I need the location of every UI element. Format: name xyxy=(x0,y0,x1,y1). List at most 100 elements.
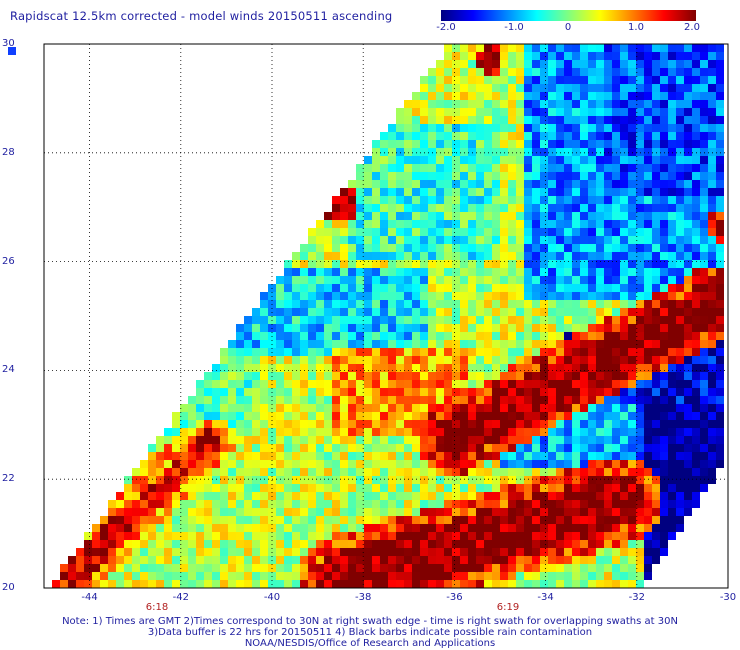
wind-diff-cell xyxy=(452,92,460,100)
wind-diff-cell xyxy=(420,428,428,436)
wind-diff-cell xyxy=(260,372,268,380)
wind-diff-cell xyxy=(124,580,132,588)
wind-diff-cell xyxy=(580,236,588,244)
wind-diff-cell xyxy=(524,124,532,132)
wind-diff-cell xyxy=(644,204,652,212)
wind-diff-cell xyxy=(316,452,324,460)
wind-diff-cell xyxy=(668,484,676,492)
wind-diff-cell xyxy=(476,404,484,412)
wind-diff-cell xyxy=(156,516,164,524)
wind-diff-cell xyxy=(644,220,652,228)
wind-diff-cell xyxy=(452,300,460,308)
wind-diff-cell xyxy=(660,44,668,52)
wind-diff-cell xyxy=(380,380,388,388)
wind-diff-cell xyxy=(468,340,476,348)
wind-diff-cell xyxy=(668,196,676,204)
wind-diff-cell xyxy=(300,476,308,484)
wind-diff-cell xyxy=(636,188,644,196)
wind-diff-cell xyxy=(620,108,628,116)
wind-diff-cell xyxy=(372,420,380,428)
wind-diff-cell xyxy=(524,444,532,452)
wind-diff-cell xyxy=(340,292,348,300)
wind-diff-cell xyxy=(180,580,188,588)
latitude-label: 28 xyxy=(2,146,15,158)
wind-diff-cell xyxy=(276,372,284,380)
wind-diff-cell xyxy=(364,556,372,564)
wind-diff-cell xyxy=(460,420,468,428)
wind-diff-cell xyxy=(332,444,340,452)
wind-diff-cell xyxy=(612,508,620,516)
wind-diff-cell xyxy=(380,348,388,356)
wind-diff-cell xyxy=(452,532,460,540)
wind-diff-cell xyxy=(612,284,620,292)
wind-diff-cell xyxy=(684,60,692,68)
wind-diff-cell xyxy=(100,540,108,548)
wind-diff-cell xyxy=(228,444,236,452)
wind-diff-cell xyxy=(132,516,140,524)
wind-diff-cell xyxy=(460,324,468,332)
wind-diff-cell xyxy=(676,524,684,532)
wind-diff-cell xyxy=(620,52,628,60)
wind-diff-cell xyxy=(644,348,652,356)
wind-diff-cell xyxy=(596,380,604,388)
wind-diff-cell xyxy=(492,396,500,404)
wind-diff-cell xyxy=(668,420,676,428)
wind-diff-cell xyxy=(668,268,676,276)
wind-diff-cell xyxy=(628,228,636,236)
wind-diff-cell xyxy=(348,332,356,340)
wind-diff-cell xyxy=(516,340,524,348)
wind-diff-cell xyxy=(620,260,628,268)
wind-diff-cell xyxy=(564,564,572,572)
wind-diff-cell xyxy=(452,556,460,564)
wind-diff-cell xyxy=(708,228,716,236)
wind-diff-cell xyxy=(428,220,436,228)
wind-diff-cell xyxy=(492,236,500,244)
wind-diff-cell xyxy=(708,452,716,460)
wind-diff-cell xyxy=(396,484,404,492)
wind-diff-cell xyxy=(460,548,468,556)
wind-diff-cell xyxy=(204,564,212,572)
wind-diff-cell xyxy=(364,316,372,324)
wind-diff-cell xyxy=(196,556,204,564)
wind-diff-cell xyxy=(364,324,372,332)
wind-diff-cell xyxy=(692,44,700,52)
wind-diff-cell xyxy=(340,428,348,436)
wind-diff-cell xyxy=(412,204,420,212)
wind-diff-cell xyxy=(644,236,652,244)
wind-diff-cell xyxy=(580,396,588,404)
wind-diff-cell xyxy=(372,140,380,148)
wind-diff-cell xyxy=(220,500,228,508)
wind-diff-cell xyxy=(444,68,452,76)
wind-diff-cell xyxy=(708,436,716,444)
wind-diff-cell xyxy=(468,580,476,588)
wind-diff-cell xyxy=(612,516,620,524)
wind-diff-cell xyxy=(252,308,260,316)
wind-diff-cell xyxy=(348,556,356,564)
wind-diff-cell xyxy=(708,420,716,428)
wind-diff-cell xyxy=(628,260,636,268)
wind-diff-cell xyxy=(668,516,676,524)
wind-diff-cell xyxy=(300,300,308,308)
wind-diff-cell xyxy=(556,156,564,164)
wind-diff-cell xyxy=(332,380,340,388)
wind-diff-cell xyxy=(532,244,540,252)
wind-diff-cell xyxy=(548,252,556,260)
wind-diff-cell xyxy=(468,332,476,340)
wind-diff-cell xyxy=(396,180,404,188)
wind-diff-cell xyxy=(340,372,348,380)
wind-diff-cell xyxy=(428,564,436,572)
wind-diff-cell xyxy=(572,308,580,316)
wind-diff-cell xyxy=(124,516,132,524)
wind-diff-cell xyxy=(372,572,380,580)
wind-diff-cell xyxy=(316,316,324,324)
wind-diff-cell xyxy=(684,420,692,428)
wind-diff-cell xyxy=(644,316,652,324)
wind-diff-cell xyxy=(516,564,524,572)
wind-diff-cell xyxy=(452,100,460,108)
wind-diff-cell xyxy=(692,324,700,332)
wind-diff-cell xyxy=(340,188,348,196)
wind-diff-cell xyxy=(668,260,676,268)
wind-diff-cell xyxy=(180,420,188,428)
wind-diff-cell xyxy=(244,540,252,548)
wind-diff-cell xyxy=(364,356,372,364)
